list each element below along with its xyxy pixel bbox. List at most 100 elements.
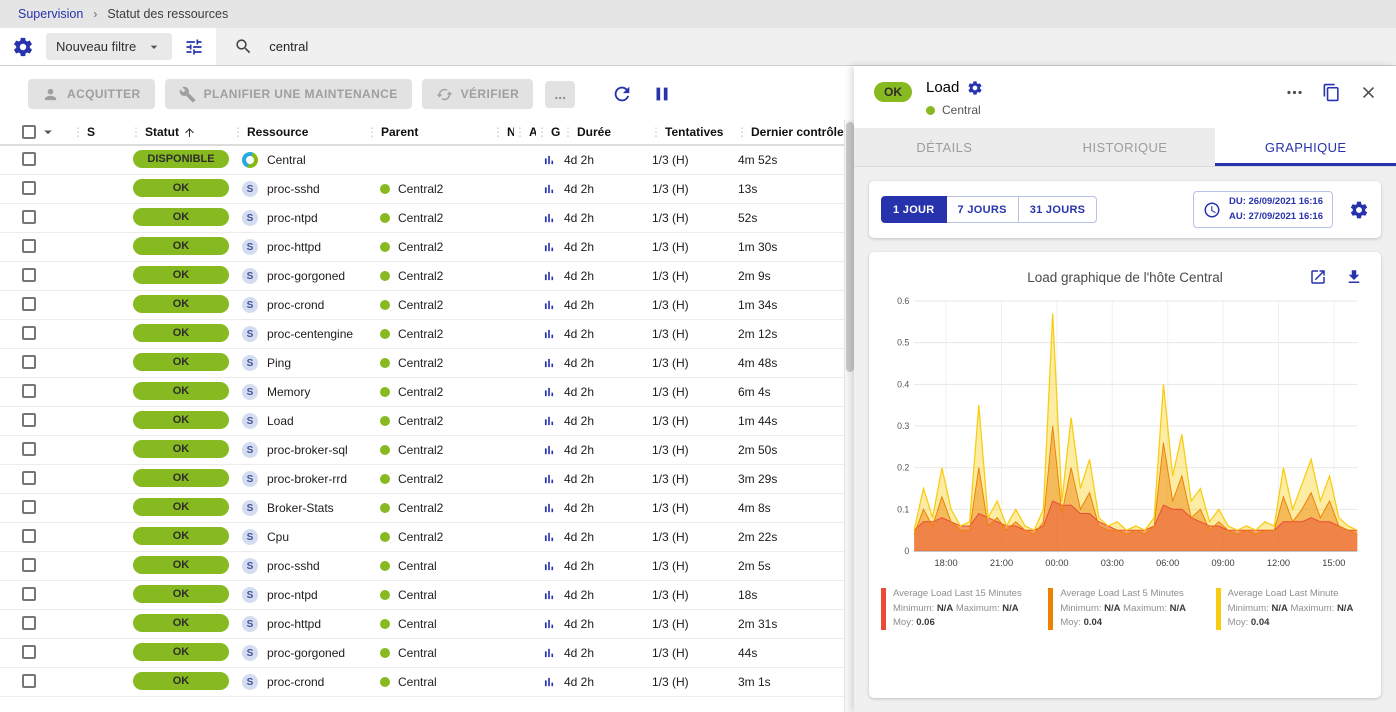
graph-settings-gear-icon[interactable]	[1349, 200, 1369, 220]
resource-name[interactable]: proc-crond	[267, 675, 325, 689]
parent-name[interactable]: Central	[398, 588, 437, 602]
column-header-last-check[interactable]: ⋮ Dernier contrôle	[736, 125, 844, 139]
graph-icon[interactable]	[542, 240, 556, 254]
column-menu-icon[interactable]: ⋮	[492, 125, 504, 139]
row-checkbox[interactable]	[22, 673, 36, 688]
graph-icon[interactable]	[542, 559, 556, 573]
acknowledge-button[interactable]: ACQUITTER	[28, 79, 155, 109]
resource-name[interactable]: Cpu	[267, 530, 290, 544]
resource-name[interactable]: proc-ntpd	[267, 211, 318, 225]
column-menu-icon[interactable]: ⋮	[72, 125, 84, 139]
column-menu-icon[interactable]: ⋮	[232, 125, 244, 139]
panel-host-name[interactable]: Central	[942, 103, 981, 117]
resource-name[interactable]: Central	[267, 153, 306, 167]
column-header-duration[interactable]: ⋮ Durée	[562, 125, 612, 139]
legend-item[interactable]: Average Load Last 5 Minutes Minimum: N/A…	[1048, 587, 1201, 631]
resource-name[interactable]: proc-httpd	[267, 240, 322, 254]
row-checkbox[interactable]	[22, 586, 36, 601]
resource-name[interactable]: Ping	[267, 356, 292, 370]
row-checkbox[interactable]	[22, 528, 36, 543]
column-menu-icon[interactable]: ⋮	[650, 125, 662, 139]
legend-item[interactable]: Average Load Last 15 Minutes Minimum: N/…	[881, 587, 1034, 631]
scrollbar-thumb[interactable]	[846, 122, 854, 372]
row-checkbox[interactable]	[22, 470, 36, 485]
column-header-action[interactable]: ⋮ A	[514, 125, 536, 139]
resource-name[interactable]: Broker-Stats	[267, 501, 334, 515]
row-checkbox[interactable]	[22, 615, 36, 630]
resource-name[interactable]: proc-sshd	[267, 559, 320, 573]
tab-graph[interactable]: GRAPHIQUE	[1215, 128, 1396, 166]
more-actions-button[interactable]: ...	[545, 80, 576, 108]
plan-maintenance-button[interactable]: PLANIFIER UNE MAINTENANCE	[164, 79, 412, 109]
range-1-day-button[interactable]: 1 JOUR	[881, 196, 947, 224]
graph-icon[interactable]	[542, 153, 556, 167]
column-header-tries[interactable]: ⋮ Tentatives	[650, 125, 724, 139]
download-icon[interactable]	[1345, 268, 1363, 286]
resource-name[interactable]: Memory	[267, 385, 311, 399]
tab-history[interactable]: HISTORIQUE	[1082, 139, 1168, 155]
parent-name[interactable]: Central2	[398, 182, 444, 196]
column-menu-icon[interactable]: ⋮	[130, 125, 142, 139]
selection-menu-caret-icon[interactable]	[39, 123, 57, 141]
row-checkbox[interactable]	[22, 296, 36, 311]
legend-item[interactable]: Average Load Last Minute Minimum: N/A Ma…	[1215, 587, 1369, 631]
column-menu-icon[interactable]: ⋮	[514, 125, 526, 139]
parent-name[interactable]: Central2	[398, 240, 444, 254]
graph-icon[interactable]	[542, 414, 556, 428]
column-menu-icon[interactable]: ⋮	[562, 125, 574, 139]
graph-icon[interactable]	[542, 617, 556, 631]
table-row[interactable]: OK S Load Central2 4d 2h 1/3 (H) 1m 44s	[0, 407, 854, 436]
table-row[interactable]: OK S Cpu Central2 4d 2h 1/3 (H) 2m 22s	[0, 523, 854, 552]
open-in-new-icon[interactable]	[1309, 268, 1327, 286]
breadcrumb-page[interactable]: Statut des ressources	[107, 7, 229, 21]
check-button[interactable]: VÉRIFIER	[421, 79, 534, 109]
resource-name[interactable]: proc-gorgoned	[267, 269, 346, 283]
close-panel-button[interactable]	[1359, 83, 1378, 102]
graph-icon[interactable]	[542, 501, 556, 515]
refresh-button[interactable]	[611, 83, 633, 105]
row-checkbox[interactable]	[22, 499, 36, 514]
resource-name[interactable]: Load	[267, 414, 294, 428]
table-row[interactable]: OK S Ping Central2 4d 2h 1/3 (H) 4m 48s	[0, 349, 854, 378]
row-checkbox[interactable]	[22, 412, 36, 427]
tab-details[interactable]: DÉTAILS	[916, 139, 973, 155]
advanced-filters-icon[interactable]	[184, 37, 204, 57]
row-checkbox[interactable]	[22, 354, 36, 369]
service-settings-gear-icon[interactable]	[967, 80, 983, 96]
table-scrollbar[interactable]	[844, 120, 854, 712]
row-checkbox[interactable]	[22, 209, 36, 224]
parent-name[interactable]: Central2	[398, 327, 444, 341]
column-header-status[interactable]: ⋮ Statut	[130, 125, 232, 139]
graph-icon[interactable]	[542, 211, 556, 225]
graph-icon[interactable]	[542, 675, 556, 689]
parent-name[interactable]: Central	[398, 617, 437, 631]
load-chart[interactable]: 18:00 21:00 00:00 03:00 06:00 09:00 12:00 15:00…	[881, 289, 1369, 577]
column-header-resource[interactable]: ⋮ Ressource	[232, 125, 309, 139]
parent-name[interactable]: Central2	[398, 472, 444, 486]
column-menu-icon[interactable]: ⋮	[536, 125, 548, 139]
resource-name[interactable]: proc-crond	[267, 298, 325, 312]
parent-name[interactable]: Central2	[398, 211, 444, 225]
row-checkbox[interactable]	[22, 383, 36, 398]
copy-link-button[interactable]	[1322, 83, 1341, 102]
column-menu-icon[interactable]: ⋮	[736, 125, 748, 139]
resource-name[interactable]: proc-broker-rrd	[267, 472, 348, 486]
filter-settings-gear-icon[interactable]	[12, 36, 34, 58]
graph-icon[interactable]	[542, 269, 556, 283]
graph-icon[interactable]	[542, 298, 556, 312]
row-checkbox[interactable]	[22, 267, 36, 282]
row-checkbox[interactable]	[22, 180, 36, 195]
parent-name[interactable]: Central	[398, 559, 437, 573]
resource-name[interactable]: proc-broker-sql	[267, 443, 348, 457]
resource-name[interactable]: proc-ntpd	[267, 588, 318, 602]
parent-name[interactable]: Central2	[398, 443, 444, 457]
